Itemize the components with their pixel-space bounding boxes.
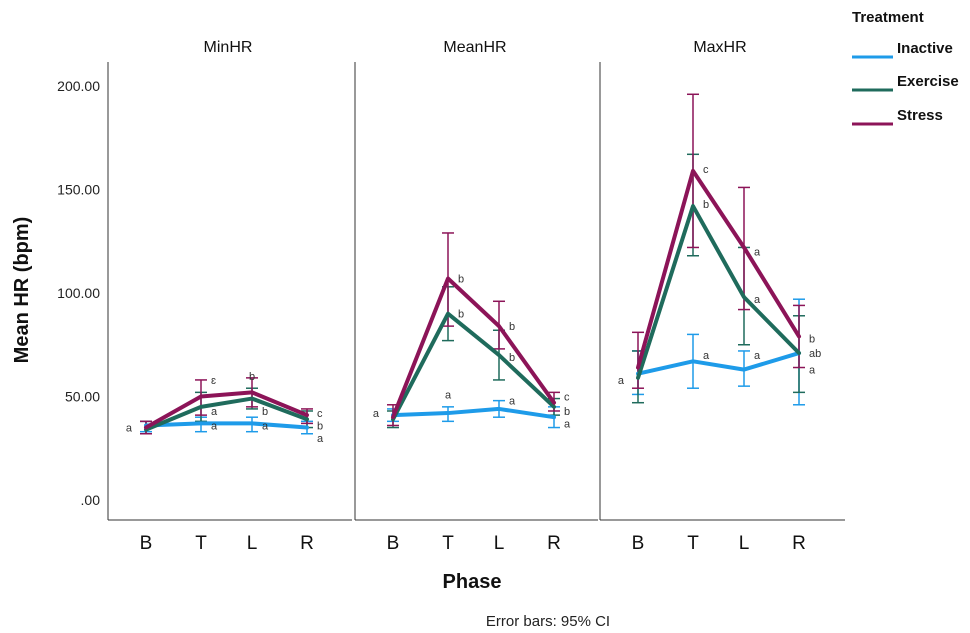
series-line-stress: [636, 168, 801, 370]
legend-title: Treatment: [852, 9, 924, 26]
significance-label: b: [509, 321, 515, 333]
panel-title: MinHR: [204, 39, 253, 56]
x-tick-label: B: [140, 533, 153, 554]
significance-label: c: [564, 392, 570, 404]
y-axis-title: Mean HR (bpm): [11, 217, 33, 364]
series-line-stress: [391, 276, 556, 420]
x-tick-label: B: [387, 533, 400, 554]
significance-label: a: [262, 420, 269, 432]
series-line-exercise: [144, 396, 309, 432]
significance-label: a: [445, 389, 452, 401]
significance-label: b: [509, 352, 515, 364]
x-tick-label: T: [442, 533, 454, 554]
series-line-exercise: [391, 311, 556, 422]
series-line-inactive: [144, 421, 309, 430]
x-tick-label: L: [739, 533, 750, 554]
series-line-inactive: [391, 406, 556, 420]
panel-title: MeanHR: [443, 39, 506, 56]
significance-label: a: [317, 433, 324, 445]
x-tick-label: R: [300, 533, 314, 554]
significance-label: a: [703, 350, 710, 362]
significance-label: c: [317, 408, 323, 420]
significance-label: b: [703, 199, 709, 211]
x-tick-label: B: [632, 533, 645, 554]
significance-label: a: [126, 423, 133, 435]
y-tick-label: 150.00: [57, 182, 100, 198]
x-tick-label: R: [792, 533, 806, 554]
x-tick-label: L: [494, 533, 505, 554]
y-tick-label: 100.00: [57, 285, 100, 301]
x-tick-label: R: [547, 533, 561, 554]
significance-label: a: [754, 247, 761, 259]
legend-label-inactive: Inactive: [897, 40, 953, 57]
x-tick-label: T: [687, 533, 699, 554]
x-tick-label: T: [195, 533, 207, 554]
significance-label: a: [618, 375, 625, 387]
series-line-exercise: [636, 204, 801, 380]
panel-title: MaxHR: [693, 39, 746, 56]
significance-label: b: [317, 420, 323, 432]
significance-label: c: [703, 164, 709, 176]
legend-label-exercise: Exercise: [897, 73, 959, 90]
significance-label: a: [754, 350, 761, 362]
series-line-stress: [144, 390, 309, 430]
y-tick-label: .00: [81, 492, 101, 508]
x-tick-label: L: [247, 533, 258, 554]
significance-label: a: [564, 418, 571, 430]
significance-label: a: [509, 396, 516, 408]
significance-label: b: [262, 406, 268, 418]
legend-label-stress: Stress: [897, 107, 943, 124]
significance-label: b: [458, 309, 464, 321]
significance-label: b: [458, 274, 464, 286]
y-tick-label: 200.00: [57, 78, 100, 94]
y-tick-label: 50.00: [65, 389, 100, 405]
legend: Inactive Exercise Stress: [852, 40, 959, 126]
significance-label: b: [564, 406, 570, 418]
x-axis-title: Phase: [443, 571, 502, 593]
significance-label: a: [211, 420, 218, 432]
significance-label: a: [211, 406, 218, 418]
significance-label: ɛ: [211, 375, 216, 387]
series-line-inactive: [636, 351, 801, 376]
significance-label: b: [249, 371, 255, 383]
significance-label: ab: [809, 348, 821, 360]
error-bars-note: Error bars: 95% CI: [486, 613, 610, 630]
significance-label: b: [809, 334, 815, 346]
significance-label: a: [809, 365, 816, 377]
significance-label: a: [373, 408, 380, 420]
significance-label: a: [754, 294, 761, 306]
